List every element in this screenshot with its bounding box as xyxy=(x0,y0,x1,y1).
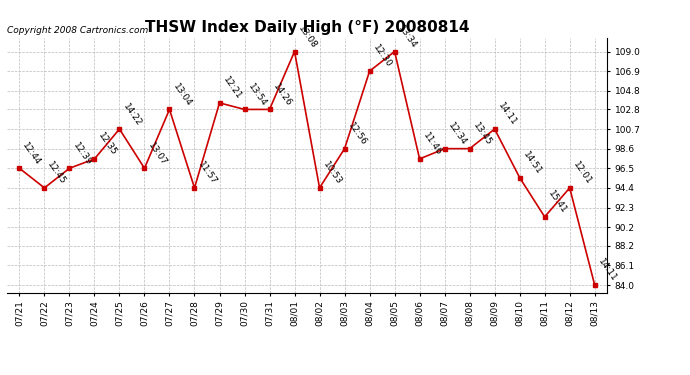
Text: 12:30: 12:30 xyxy=(371,44,393,70)
Text: 11:46: 11:46 xyxy=(421,131,443,158)
Text: 14:26: 14:26 xyxy=(271,82,293,108)
Text: 12:01: 12:01 xyxy=(571,160,593,186)
Text: 12:39: 12:39 xyxy=(71,141,93,167)
Text: 13:04: 13:04 xyxy=(171,82,193,108)
Text: 12:21: 12:21 xyxy=(221,75,243,102)
Text: 13:45: 13:45 xyxy=(471,121,493,147)
Text: 13:07: 13:07 xyxy=(146,141,168,167)
Text: 14:51: 14:51 xyxy=(521,150,543,176)
Text: 12:44: 12:44 xyxy=(21,141,43,167)
Text: 12:45: 12:45 xyxy=(46,160,68,186)
Text: 13:34: 13:34 xyxy=(396,24,418,50)
Text: 11:57: 11:57 xyxy=(196,160,218,186)
Title: THSW Index Daily High (°F) 20080814: THSW Index Daily High (°F) 20080814 xyxy=(145,20,469,35)
Text: 12:56: 12:56 xyxy=(346,121,368,147)
Text: 13:54: 13:54 xyxy=(246,82,268,108)
Text: 15:41: 15:41 xyxy=(546,189,568,216)
Text: 10:53: 10:53 xyxy=(321,160,343,186)
Text: 14:11: 14:11 xyxy=(596,257,618,284)
Text: 12:35: 12:35 xyxy=(96,131,118,158)
Text: 13:08: 13:08 xyxy=(296,24,318,50)
Text: 14:11: 14:11 xyxy=(496,101,518,128)
Text: 12:34: 12:34 xyxy=(446,121,468,147)
Text: Copyright 2008 Cartronics.com: Copyright 2008 Cartronics.com xyxy=(7,26,148,35)
Text: 14:22: 14:22 xyxy=(121,102,143,128)
